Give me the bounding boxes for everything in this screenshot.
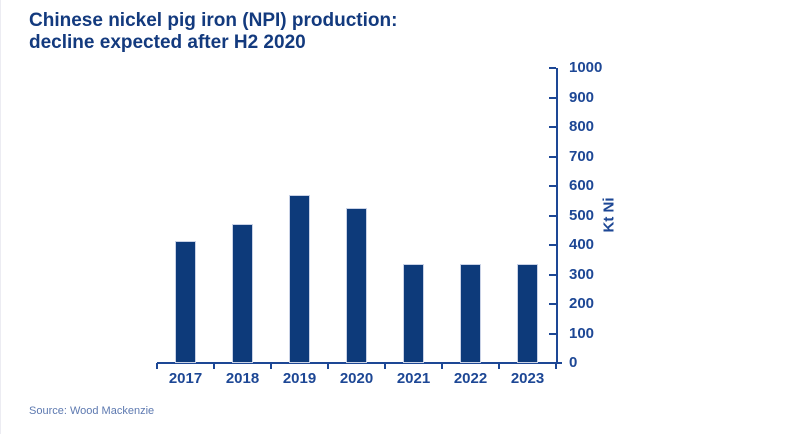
y-axis-tick-label: 400 — [569, 236, 595, 253]
x-axis-label-2017: 2017 — [168, 370, 203, 387]
x-axis-tick — [213, 363, 215, 369]
y-axis-tick — [549, 214, 556, 217]
y-axis-tick — [549, 185, 556, 187]
x-axis-line — [157, 362, 562, 364]
chart-title-line2: decline expected after H2 2020 — [29, 32, 306, 53]
bar-2019 — [289, 195, 310, 363]
y-axis-tick-label: 500 — [569, 206, 595, 224]
x-axis-label-2023: 2023 — [510, 370, 545, 387]
y-axis-tick-label: 800 — [569, 118, 595, 135]
y-axis-line — [556, 68, 558, 364]
bar-2022 — [460, 264, 481, 363]
x-axis-tick — [555, 363, 557, 369]
bar-2020 — [346, 208, 367, 363]
y-axis-tick — [549, 96, 556, 99]
source-note: Source: Wood Mackenzie — [29, 405, 155, 417]
y-axis-tick-label: 900 — [569, 88, 595, 106]
bar-2021 — [403, 264, 424, 363]
y-axis-tick — [549, 155, 556, 158]
x-axis-tick — [498, 363, 500, 369]
x-axis-label-2018: 2018 — [225, 370, 260, 387]
chart-title: Chinese nickel pig iron (NPI) production… — [29, 10, 397, 54]
x-axis-tick — [156, 363, 158, 369]
bar-2018 — [232, 224, 253, 363]
y-axis-tick-label: 0 — [569, 354, 578, 371]
y-axis-tick-label: 300 — [569, 265, 595, 283]
y-axis-tick — [549, 303, 556, 305]
x-axis-tick — [441, 363, 443, 369]
y-axis-tick — [549, 332, 556, 335]
y-axis-tick — [549, 244, 556, 246]
x-axis-label-2019: 2019 — [282, 370, 317, 387]
y-axis-tick — [549, 362, 556, 364]
bar-2017 — [175, 241, 196, 363]
x-axis-label-2020: 2020 — [339, 370, 374, 387]
y-axis-tick — [549, 67, 556, 69]
y-axis-tick — [549, 273, 556, 276]
y-axis-tick-label: 100 — [569, 324, 595, 342]
x-axis-tick — [384, 363, 386, 369]
chart-title-line1: Chinese nickel pig iron (NPI) production… — [29, 10, 398, 31]
bar-2023 — [517, 264, 538, 363]
y-axis-tick-label: 600 — [569, 177, 595, 194]
x-axis-tick — [327, 363, 329, 369]
y-axis-tick-label: 1000 — [569, 59, 603, 76]
x-axis-label-2022: 2022 — [453, 370, 488, 387]
y-axis-tick-label: 200 — [569, 295, 595, 312]
x-axis-tick — [270, 363, 272, 369]
x-axis-label-2021: 2021 — [396, 370, 431, 387]
y-axis-tick — [549, 126, 556, 128]
y-axis-tick-label: 700 — [569, 147, 595, 165]
